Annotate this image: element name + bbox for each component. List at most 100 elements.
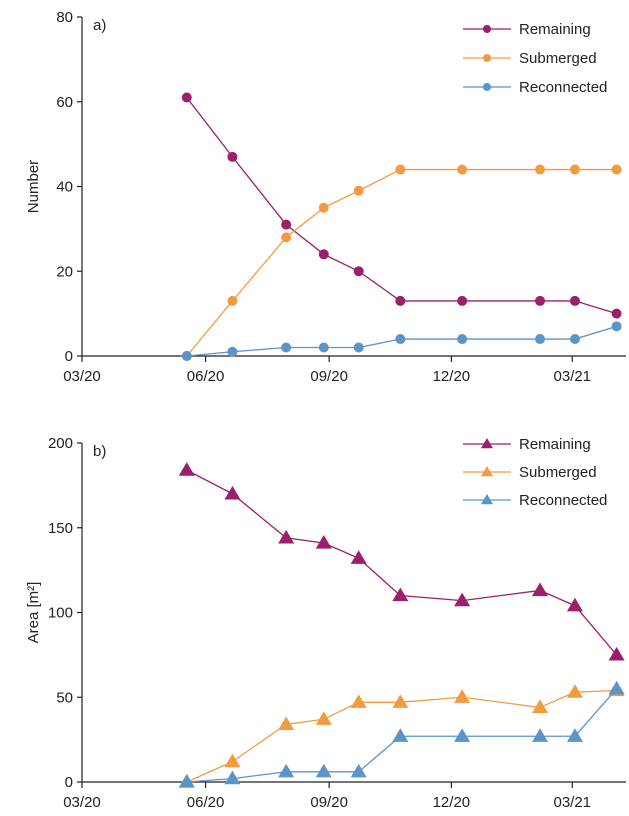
- panel-b-line-reconnected: [186, 688, 618, 783]
- panel-b-point-submerged: [278, 716, 295, 730]
- panel-a-point-reconnected: [181, 351, 192, 361]
- panel-b-point-submerged: [532, 699, 549, 714]
- panel-a-legend: Remaining Submerged Reconnected: [463, 21, 607, 96]
- panel-a-point-submerged: [318, 202, 329, 213]
- panel-b-point-remaining: [315, 535, 332, 549]
- panel-a-x-tick-label: 12/20: [433, 368, 471, 385]
- panel-a-legend-label-reconnected: Reconnected: [519, 79, 607, 96]
- panel-a-series-reconnected: [181, 321, 622, 361]
- panel-a-line-remaining: [186, 97, 617, 315]
- panel-b-line-submerged: [186, 689, 617, 783]
- panel-b-point-submerged: [566, 684, 583, 698]
- panel-a-legend-marker-submerged: [483, 54, 491, 62]
- panel-a-point-reconnected: [611, 321, 622, 332]
- panel-a-y-tick-label: 20: [56, 263, 73, 280]
- panel-a-series-remaining: [181, 92, 622, 319]
- panel-b-point-reconnected: [608, 680, 625, 695]
- panel-b-x-tick-label: 12/20: [433, 794, 471, 811]
- panel-a-point-remaining: [395, 295, 406, 306]
- panel-a-x-tick-label: 06/20: [187, 368, 225, 385]
- panel-a-ylabel: Number: [25, 160, 42, 213]
- panel-a-label: a): [93, 17, 106, 34]
- panel-b-point-reconnected: [178, 774, 195, 788]
- panel-b-point-reconnected: [278, 763, 295, 778]
- panel-a-point-remaining: [181, 92, 192, 103]
- panel-a-legend-marker-reconnected: [483, 83, 491, 91]
- panel-b-y-tick-label: 50: [56, 689, 73, 706]
- panel-a-point-remaining: [535, 295, 546, 306]
- panel-b-x-tick-label: 03/21: [553, 794, 591, 811]
- panel-b-point-submerged: [454, 689, 471, 703]
- panel-a-point-submerged: [395, 164, 406, 175]
- panel-b-label: b): [93, 443, 106, 460]
- panel-a-y-tick-label: 80: [56, 9, 73, 26]
- panel-a-legend-marker-remaining: [483, 25, 491, 33]
- panel-b-point-reconnected: [350, 763, 367, 778]
- panel-b-point-remaining: [278, 529, 295, 544]
- panel-b-point-remaining: [350, 550, 367, 564]
- panel-a-point-reconnected: [318, 342, 329, 353]
- panel-a-y-tick-label: 0: [65, 348, 73, 365]
- panel-b-legend-marker-submerged: [481, 466, 493, 477]
- panel-b-legend: Remaining Submerged Reconnected: [463, 436, 607, 509]
- panel-a-group: 0 20 40 60 80 03/20 06/20 09/20 12/20 03/21 Number…: [25, 9, 626, 385]
- panel-b-point-submerged: [392, 694, 409, 708]
- panel-a-point-reconnected: [395, 334, 406, 345]
- panel-a-point-reconnected: [457, 334, 468, 345]
- panel-a-point-reconnected: [353, 342, 364, 353]
- panel-b-y-tick-label: 100: [48, 605, 73, 622]
- panel-a-point-submerged: [281, 232, 292, 243]
- panel-a-point-remaining: [457, 295, 468, 306]
- panel-b-y-tick-label: 200: [48, 435, 73, 452]
- panel-a-y-tick-label: 40: [56, 179, 73, 196]
- panel-b-ylabel: Area [m²]: [25, 582, 42, 644]
- panel-a-point-submerged: [569, 164, 580, 175]
- panel-a-point-remaining: [569, 295, 580, 306]
- panel-a-point-submerged: [353, 185, 364, 196]
- panel-a-point-remaining: [611, 308, 622, 319]
- panel-b-point-remaining: [392, 587, 409, 602]
- panel-b-x-tick-label: 03/20: [63, 794, 101, 811]
- panel-b-x-tick-label: 06/20: [187, 794, 225, 811]
- panel-b-point-remaining: [566, 597, 583, 612]
- panel-a-legend-label-submerged: Submerged: [519, 50, 597, 67]
- panel-a-line-reconnected: [186, 325, 617, 357]
- panel-a-line-submerged: [186, 168, 617, 357]
- panel-b-point-reconnected: [566, 728, 583, 742]
- panel-b-series-remaining: [178, 462, 625, 661]
- panel-a-point-submerged: [535, 164, 546, 175]
- panel-b-point-reconnected: [532, 728, 549, 742]
- panel-a-point-submerged: [611, 164, 622, 175]
- panel-b-point-reconnected: [454, 728, 471, 742]
- panel-a-point-reconnected: [227, 346, 238, 357]
- panel-b-point-reconnected: [224, 770, 241, 785]
- panel-b-point-submerged: [224, 753, 241, 768]
- panel-b-point-remaining: [224, 485, 241, 500]
- panel-b-point-reconnected: [315, 763, 332, 778]
- panel-b-point-remaining: [608, 646, 625, 661]
- panel-b-series-reconnected: [178, 680, 625, 788]
- panel-a-point-submerged: [227, 295, 238, 306]
- panel-b-point-reconnected: [392, 728, 409, 742]
- panel-a-point-reconnected: [535, 334, 546, 345]
- panel-a-x-tick-label: 03/21: [553, 368, 591, 385]
- panel-a-y-tick-label: 60: [56, 94, 73, 111]
- panel-b-legend-label-reconnected: Reconnected: [519, 492, 607, 509]
- panel-a-point-reconnected: [281, 342, 292, 353]
- panel-a-point-remaining: [227, 151, 238, 162]
- panel-b-point-submerged: [315, 711, 332, 725]
- panel-a-x-tick-label: 09/20: [310, 368, 348, 385]
- panel-b-legend-label-submerged: Submerged: [519, 464, 597, 481]
- panel-a-point-reconnected: [569, 334, 580, 345]
- panel-a-point-remaining: [281, 219, 292, 230]
- panel-b-y-tick-label: 0: [65, 774, 73, 791]
- panel-a-series-submerged: [181, 164, 622, 361]
- panel-b-x-tick-label: 09/20: [310, 794, 348, 811]
- panel-a-x-tick-label: 03/20: [63, 368, 101, 385]
- panel-b-y-tick-label: 150: [48, 520, 73, 537]
- panel-a-point-remaining: [353, 266, 364, 277]
- panel-b-legend-label-remaining: Remaining: [519, 436, 591, 453]
- panel-a-legend-label-remaining: Remaining: [519, 21, 591, 38]
